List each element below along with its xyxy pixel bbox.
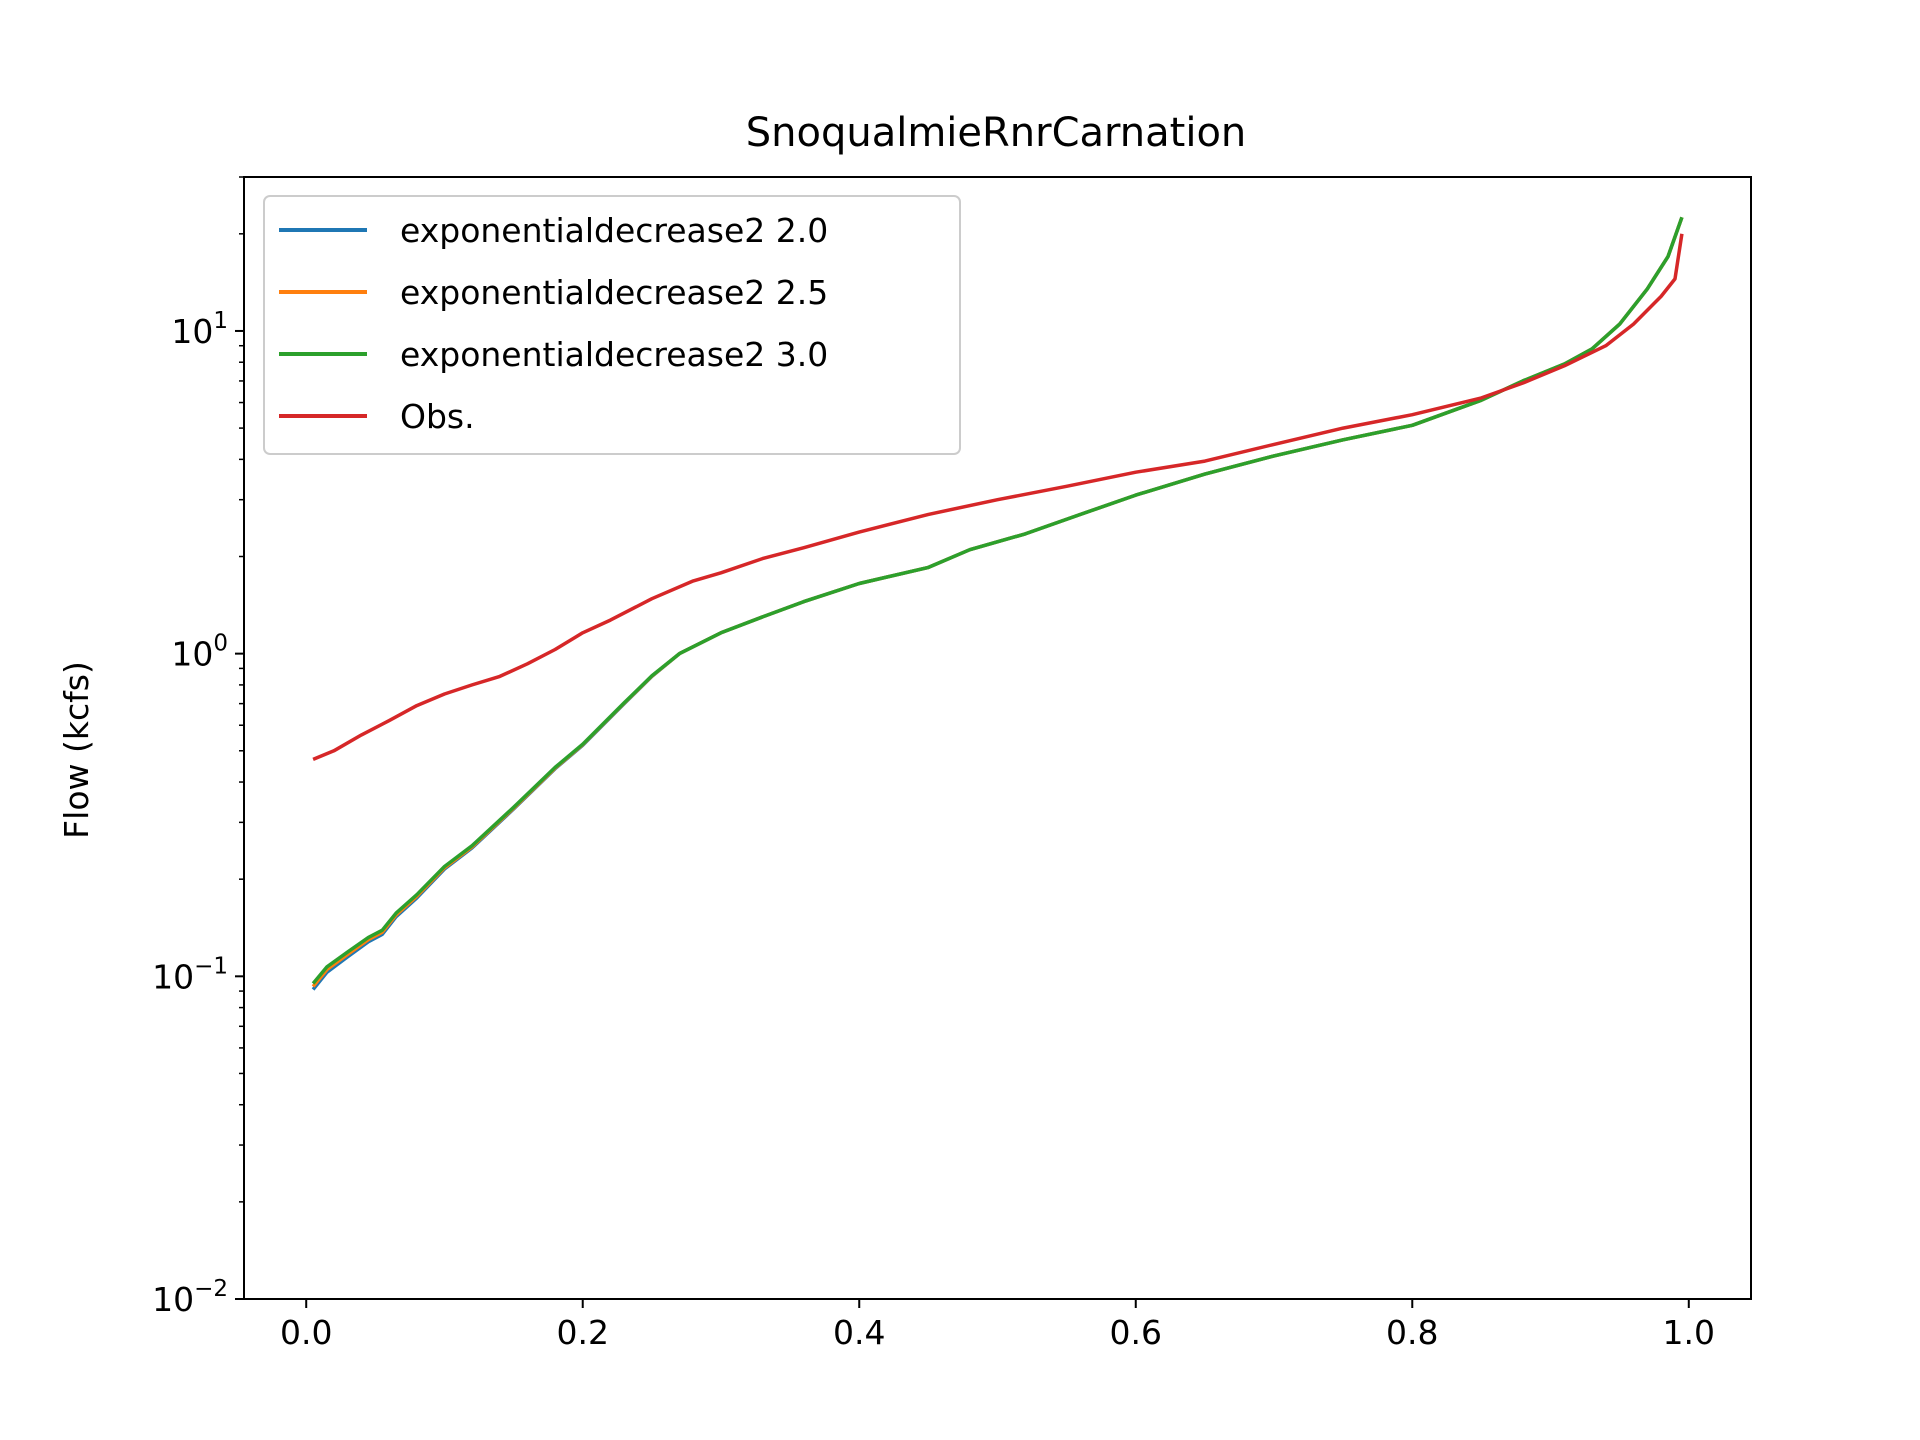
x-tick-label: 0.2 <box>556 1313 608 1352</box>
x-tick-label: 1.0 <box>1663 1313 1715 1352</box>
x-axis: 0.0 0.2 0.4 0.6 0.8 1.0 <box>280 1299 1715 1352</box>
y-tick-base: 10 <box>171 635 213 674</box>
legend: exponentialdecrease2 2.0 exponentialdecre… <box>263 195 961 455</box>
y-tick-label: 10−2 <box>152 1276 228 1319</box>
legend-box <box>263 195 961 455</box>
chart-title: SnoqualmieRnrCarnation <box>746 110 1247 156</box>
y-tick-base: 10 <box>152 1280 194 1319</box>
y-tick-exponent: 0 <box>213 631 228 657</box>
legend-label: exponentialdecrease2 2.5 <box>400 273 828 312</box>
y-tick-exponent: 1 <box>213 308 228 334</box>
y-tick-label: 101 <box>171 308 228 351</box>
x-tick-label: 0.0 <box>280 1313 332 1352</box>
y-tick-label: 10−1 <box>152 953 228 996</box>
x-tick-label: 0.6 <box>1110 1313 1162 1352</box>
y-tick-base: 10 <box>171 312 213 351</box>
y-tick-base: 10 <box>152 957 194 996</box>
legend-label: exponentialdecrease2 3.0 <box>400 335 828 374</box>
plot-frame <box>243 176 1752 1300</box>
x-tick-label: 0.4 <box>833 1313 885 1352</box>
x-tick-label: 0.8 <box>1386 1313 1438 1352</box>
legend-label: exponentialdecrease2 2.0 <box>400 211 828 250</box>
y-tick-label: 100 <box>171 631 228 674</box>
series-line-2 <box>311 216 1684 985</box>
legend-label: Obs. <box>400 397 475 436</box>
y-axis-label: Flow (kcfs) <box>57 661 96 839</box>
plot-lines <box>311 216 1684 991</box>
series-line-3 <box>312 233 1684 762</box>
y-tick-exponent: −2 <box>194 1276 228 1302</box>
y-tick-exponent: −1 <box>194 953 228 979</box>
